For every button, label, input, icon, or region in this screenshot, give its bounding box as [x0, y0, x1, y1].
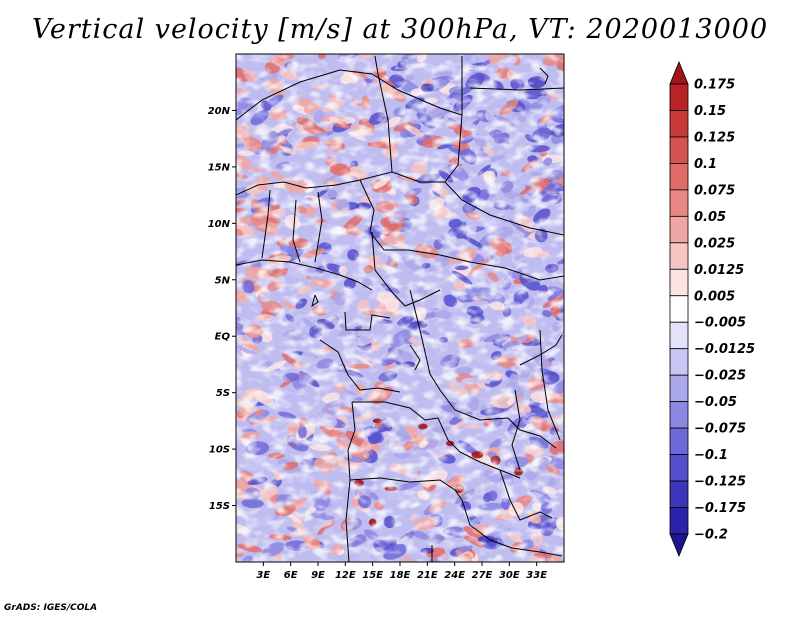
- colorbar-label: −0.075: [694, 422, 746, 437]
- colorbar-label: −0.05: [694, 395, 737, 410]
- colorbar-segment: [669, 295, 689, 323]
- y-tick-label: 15N: [208, 162, 231, 173]
- y-tick-label: 5S: [216, 388, 230, 399]
- colorbar-label: 0.175: [694, 78, 735, 93]
- x-tick-label: 9E: [311, 570, 325, 581]
- x-tick-label: 33E: [526, 570, 547, 581]
- colorbar-segment: [669, 348, 689, 376]
- colorbar-cap-bottom: [669, 533, 689, 558]
- colorbar-segment: [669, 374, 689, 403]
- colorbar-label: −0.2: [694, 528, 728, 543]
- grads-credit: GrADS: IGES/COLA: [4, 603, 98, 613]
- country-borders: [236, 55, 564, 562]
- colorbar-segment: [669, 427, 689, 455]
- colorbar-label: −0.125: [694, 475, 746, 490]
- y-tick-label: 20N: [208, 106, 231, 117]
- y-tick-label: 10N: [208, 219, 231, 230]
- colorbar-label: −0.005: [694, 316, 746, 331]
- colorbar-segment: [669, 189, 689, 217]
- colorbar-label: −0.175: [694, 501, 746, 516]
- colorbar-label: 0.1: [694, 157, 717, 172]
- x-tick-label: 30E: [499, 570, 520, 581]
- colorbar-label: 0.075: [694, 183, 735, 198]
- colorbar-segment: [669, 215, 689, 244]
- colorbar-segment: [669, 268, 689, 297]
- colorbar-label: 0.0125: [694, 263, 744, 278]
- colorbar-label: −0.1: [694, 448, 728, 463]
- colorbar-segment: [669, 480, 689, 508]
- colorbar-segment: [669, 321, 689, 350]
- x-axis: 3E 6E 9E 12E 15E 18E 21E 24E 27E 30E 33E: [256, 562, 547, 581]
- x-tick-label: 3E: [256, 570, 270, 581]
- y-axis: 20N 15N 10N 5N EQ 5S 10S 15S: [208, 106, 236, 512]
- x-tick-label: 6E: [284, 570, 298, 581]
- colorbar-segment: [669, 242, 689, 270]
- x-tick-label: 12E: [335, 570, 356, 581]
- colorbar-label: 0.005: [694, 289, 735, 304]
- y-tick-label: 5N: [215, 275, 231, 286]
- colorbar-segment: [669, 507, 689, 535]
- colorbar-segment: [669, 83, 689, 111]
- x-tick-label: 24E: [444, 570, 465, 581]
- colorbar-label: 0.05: [694, 210, 726, 225]
- colorbar-label: 0.025: [694, 236, 735, 251]
- colorbar-segment: [669, 136, 689, 164]
- colorbar-label: −0.0125: [694, 342, 755, 357]
- colorbar-segment: [669, 401, 689, 429]
- colorbar-segment: [669, 163, 689, 191]
- colorbar-segment: [669, 454, 689, 482]
- x-tick-label: 18E: [390, 570, 411, 581]
- colorbar-label: −0.025: [694, 369, 746, 384]
- y-tick-label: 15S: [209, 501, 230, 512]
- x-tick-label: 27E: [472, 570, 493, 581]
- colorbar: 0.175 0.15 0.125 0.1 0.075 0.05 0.025 0.0125 0.0…: [669, 60, 755, 558]
- map-field: [236, 54, 564, 562]
- colorbar-label: 0.125: [694, 130, 735, 145]
- chart-title: Vertical velocity [m/s] at 300hPa, VT: 2…: [31, 14, 769, 45]
- x-tick-label: 15E: [362, 570, 383, 581]
- colorbar-segment: [669, 110, 689, 138]
- colorbar-label: 0.15: [694, 104, 726, 119]
- colorbar-cap-top: [669, 60, 689, 85]
- y-tick-label: 10S: [209, 445, 230, 456]
- x-tick-label: 21E: [417, 570, 438, 581]
- y-tick-label: EQ: [215, 332, 231, 343]
